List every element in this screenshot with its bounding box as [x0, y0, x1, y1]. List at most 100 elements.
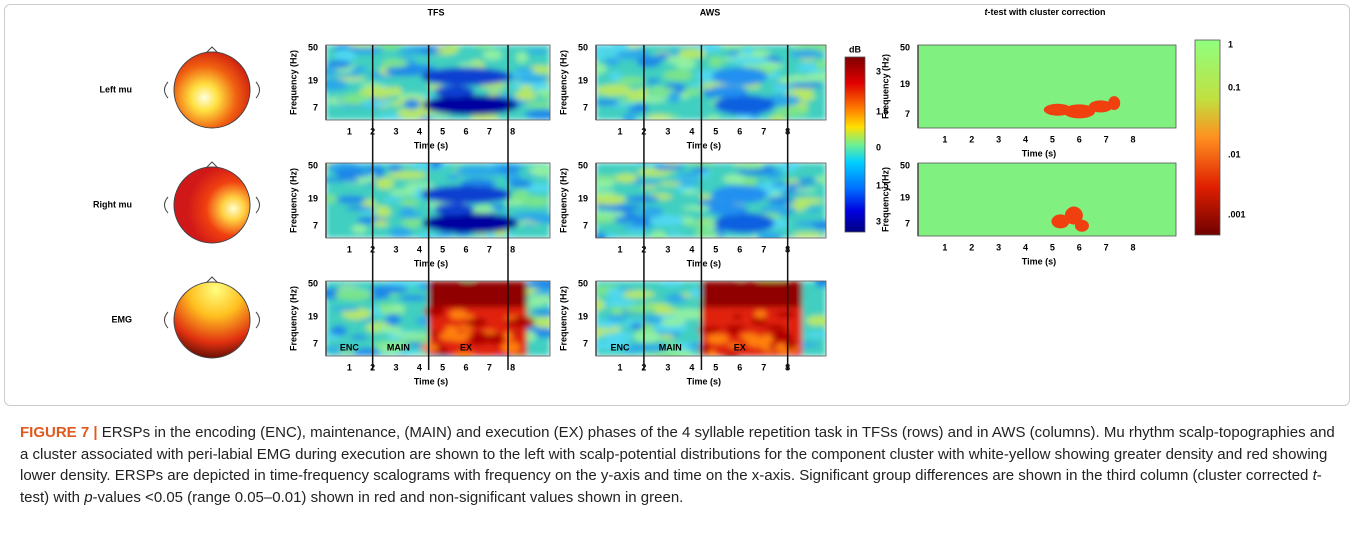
noise	[512, 212, 550, 221]
noise	[804, 72, 826, 82]
noise	[813, 175, 826, 184]
scalogram	[326, 163, 550, 238]
power-increase	[449, 309, 468, 320]
x-tick-label: 8	[510, 126, 515, 136]
noise	[596, 232, 607, 238]
noise	[733, 163, 766, 170]
noise	[815, 59, 826, 70]
noise	[658, 317, 686, 327]
power-increase	[759, 334, 774, 345]
nose	[205, 276, 219, 284]
noise	[681, 189, 699, 195]
power-increase	[485, 333, 505, 345]
x-tick-label: 7	[487, 126, 492, 136]
x-tick-label: 6	[1077, 134, 1082, 144]
noise	[400, 64, 436, 73]
y-tick-label: 19	[578, 75, 588, 85]
noise	[384, 281, 424, 287]
noise	[630, 322, 644, 330]
caption: FIGURE 7 | ERSPs in the encoding (ENC), …	[20, 422, 1340, 509]
y-tick-label: 50	[308, 278, 318, 288]
x-tick-label: 4	[689, 126, 694, 136]
x-tick-label: 8	[1130, 242, 1135, 252]
noise	[482, 49, 503, 60]
noise	[455, 165, 495, 177]
noise	[360, 82, 382, 87]
x-tick-label: 1	[347, 362, 352, 372]
panel-border	[325, 162, 551, 239]
noise	[635, 88, 651, 95]
panel-border	[595, 44, 827, 121]
x-tick-label: 7	[761, 244, 766, 254]
noise	[634, 330, 662, 343]
x-tick-label: 5	[440, 126, 445, 136]
power-increase	[751, 316, 766, 326]
x-tick-label: 1	[942, 242, 947, 252]
noise	[446, 174, 461, 180]
noise	[631, 180, 664, 185]
scalogram	[326, 281, 550, 356]
x-tick-label: 6	[737, 362, 742, 372]
noise	[604, 234, 618, 238]
noise	[596, 84, 632, 97]
y-tick-label: 50	[900, 160, 910, 170]
colorbar-tick-label: 1	[1228, 39, 1233, 49]
x-tick-label: 3	[393, 244, 398, 254]
noise	[706, 115, 720, 120]
x-tick-label: 4	[417, 362, 422, 372]
x-axis-label: Time (s)	[687, 258, 721, 268]
noise	[814, 281, 826, 288]
noise	[514, 90, 537, 101]
x-tick-label: 5	[713, 244, 718, 254]
noise	[667, 91, 681, 103]
noise	[527, 281, 550, 289]
noise	[351, 66, 367, 73]
noise	[403, 99, 421, 110]
power-decrease	[707, 203, 748, 216]
colorbar-tick-label: 3	[876, 216, 881, 226]
noise	[334, 167, 366, 179]
noise	[647, 215, 685, 227]
noise	[607, 288, 625, 299]
x-tick-label: 1	[942, 134, 947, 144]
power-increase	[774, 311, 797, 318]
noise	[385, 313, 401, 326]
x-tick-label: 6	[737, 244, 742, 254]
x-tick-label: 4	[1023, 242, 1028, 252]
x-tick-label: 8	[1130, 134, 1135, 144]
figure-frame	[4, 4, 1350, 406]
noise	[805, 315, 826, 326]
panel-border	[917, 44, 1177, 129]
noise	[650, 230, 667, 238]
row-label: Right mu	[93, 199, 132, 209]
significant-cluster	[1088, 100, 1113, 113]
y-axis-label: Frequency (Hz)	[288, 168, 298, 233]
x-tick-label: 8	[510, 362, 515, 372]
noise	[434, 46, 460, 52]
scalogram	[918, 163, 1176, 236]
noise	[377, 303, 394, 309]
noise	[326, 78, 345, 87]
x-tick-label: 3	[996, 242, 1001, 252]
y-tick-label: 7	[583, 220, 588, 230]
x-tick-label: 1	[347, 126, 352, 136]
x-axis-label: Time (s)	[1022, 256, 1056, 266]
x-tick-label: 3	[393, 362, 398, 372]
row-label: EMG	[111, 314, 132, 324]
noise	[402, 216, 422, 229]
noise	[524, 109, 550, 120]
noise	[375, 326, 403, 333]
noise	[609, 72, 622, 81]
x-tick-label: 6	[737, 126, 742, 136]
power-increase	[451, 336, 467, 342]
power-increase	[723, 324, 746, 330]
y-tick-label: 19	[308, 193, 318, 203]
noise	[509, 179, 533, 188]
nose	[205, 46, 219, 54]
noise	[678, 49, 707, 59]
scalogram	[596, 163, 826, 238]
noise	[795, 63, 826, 73]
noise	[596, 178, 616, 189]
power-increase	[697, 326, 722, 333]
noise	[534, 317, 550, 329]
